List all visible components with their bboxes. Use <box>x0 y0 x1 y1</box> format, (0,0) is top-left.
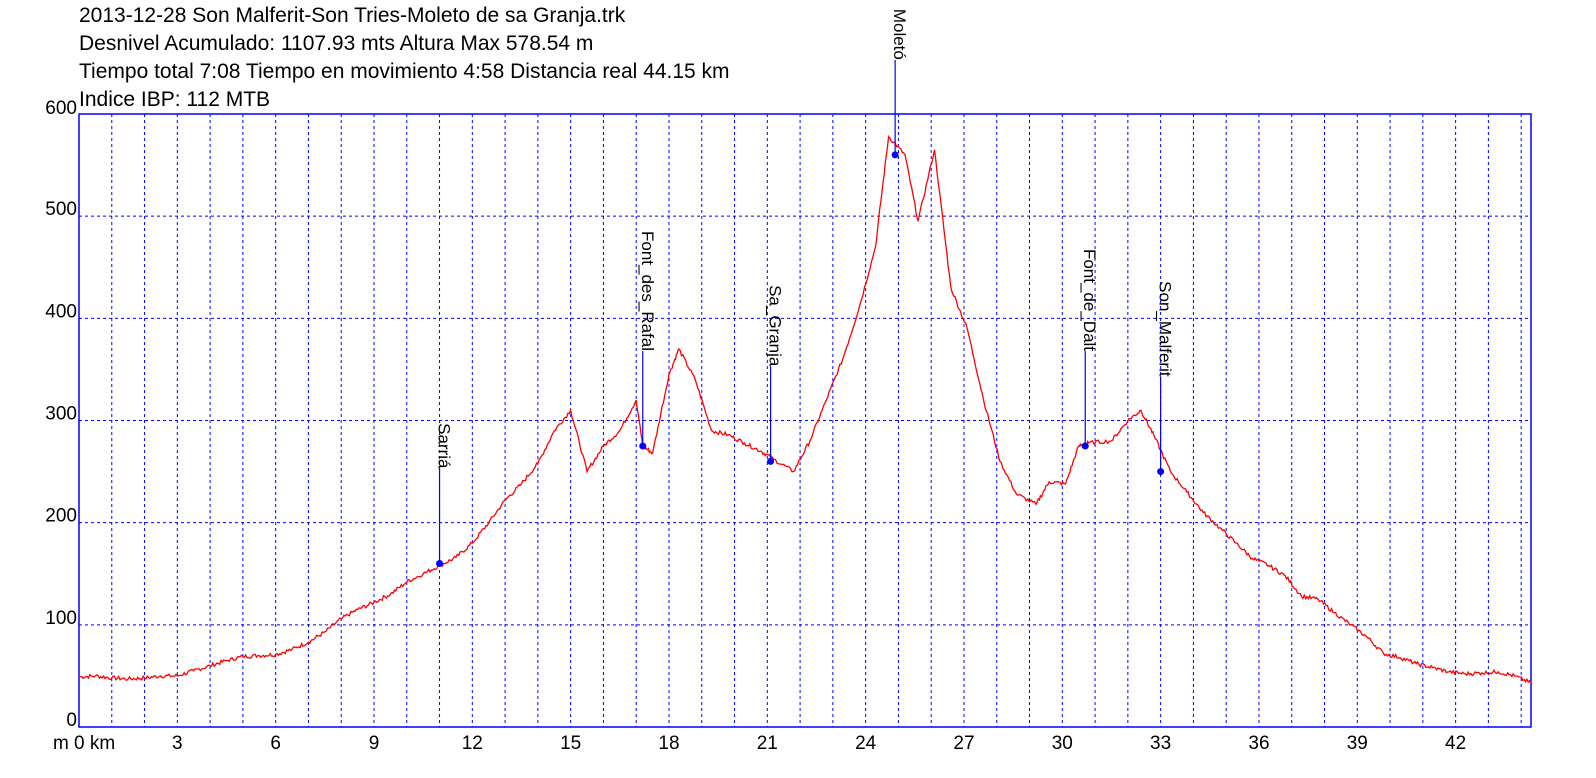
waypoint-marker <box>891 151 899 159</box>
y-tick-label: 0 <box>66 710 77 731</box>
x-tick-label: 30 <box>1052 733 1073 754</box>
x-tick-label: 21 <box>757 733 778 754</box>
waypoint-label: Font_de_Dalt <box>1080 249 1099 351</box>
waypoint-marker <box>436 560 444 568</box>
waypoint-label: Sa_Granja <box>766 285 785 367</box>
x-tick-label: 18 <box>658 733 679 754</box>
profile-series <box>79 134 1532 684</box>
x-tick-label: 12 <box>462 733 483 754</box>
x-tick-label: 27 <box>953 733 974 754</box>
y-tick-label: 300 <box>45 404 77 425</box>
ibp-index: Indice IBP: 112 MTB <box>79 88 271 111</box>
waypoints: Sarriá Font_des_Rafal Sa_Granja Moletó Font_… <box>435 9 1175 568</box>
x-tick-label: 3 <box>172 733 183 754</box>
chart-header: 2013-12-28 Son Malferit-Son Tries-Moleto… <box>79 2 730 114</box>
waypoint-marker <box>639 442 647 450</box>
x-unit-label: 0 km <box>74 733 115 754</box>
y-tick-label: 600 <box>45 98 77 119</box>
y-tick-label: 500 <box>45 199 77 220</box>
x-tick-label: 24 <box>855 733 877 754</box>
grid <box>79 114 1531 727</box>
x-tick-label: 15 <box>560 733 581 754</box>
track-title: 2013-12-28 Son Malferit-Son Tries-Moleto… <box>79 4 626 27</box>
x-tick-label: 36 <box>1248 733 1269 754</box>
y-tick-label: 100 <box>45 608 77 629</box>
x-tick-label: 9 <box>369 733 380 754</box>
waypoint-label: Moletó <box>890 9 909 60</box>
y-tick-label: 400 <box>45 301 77 322</box>
elevation-summary: Desnivel Acumulado: 1107.93 mts Altura M… <box>79 32 594 55</box>
time-distance-summary: Tiempo total 7:08 Tiempo en movimiento 4… <box>79 60 730 83</box>
y-tick-label: 200 <box>45 506 77 527</box>
plot-frame <box>78 113 1532 728</box>
x-tick-label: 33 <box>1150 733 1171 754</box>
x-tick-label: 42 <box>1445 733 1466 754</box>
waypoint-marker <box>1081 442 1089 450</box>
y-unit-label: m <box>53 733 69 754</box>
waypoint-label: Son_Malferit <box>1156 281 1175 377</box>
elevation-line <box>79 134 1532 684</box>
x-tick-label: 6 <box>270 733 281 754</box>
waypoint-marker <box>767 457 775 465</box>
x-tick-label: 39 <box>1347 733 1368 754</box>
waypoint-label: Font_des_Rafal <box>638 231 657 351</box>
waypoint-label: Sarriá <box>435 423 454 469</box>
waypoint-marker <box>1157 468 1165 476</box>
